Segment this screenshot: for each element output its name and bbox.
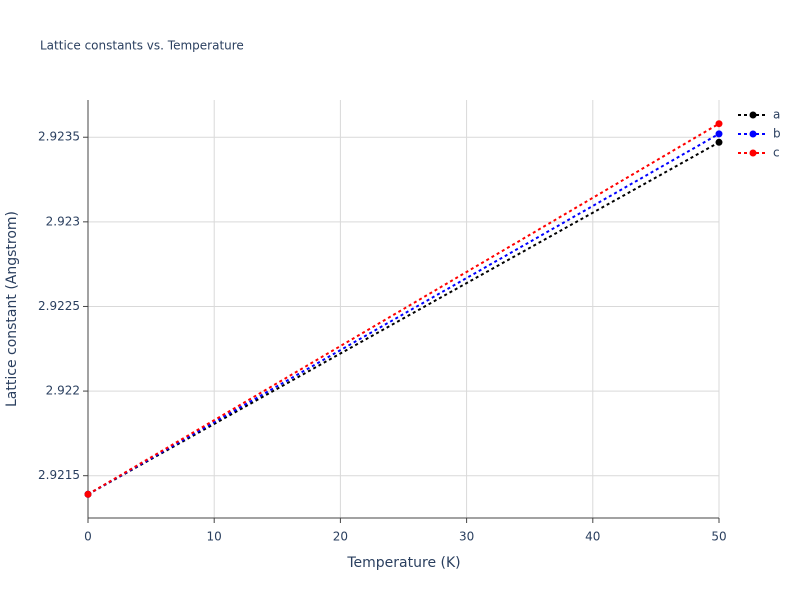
y-tick-label: 2.9225 (38, 299, 80, 313)
chart-title: Lattice constants vs. Temperature (40, 39, 244, 53)
legend-label: b (773, 127, 781, 141)
legend-marker (749, 130, 757, 138)
series-line (87, 141, 720, 496)
y-tick-label: 2.922 (46, 384, 80, 398)
point (715, 138, 723, 146)
x-tick-label: 10 (207, 530, 222, 544)
x-tick-label: 20 (333, 530, 348, 544)
point (84, 490, 92, 498)
x-axis-label: Temperature (K) (346, 555, 460, 571)
y-axis-label: Lattice constant (Angstrom) (4, 211, 20, 407)
x-tick-label: 30 (459, 530, 474, 544)
legend-label: c (773, 146, 780, 160)
y-tick-label: 2.9235 (38, 130, 80, 144)
legend-marker (749, 111, 757, 119)
x-tick-label: 40 (585, 530, 600, 544)
legend-marker (749, 149, 757, 157)
series-line (87, 132, 720, 496)
series-line (87, 122, 720, 496)
x-tick-label: 0 (84, 530, 92, 544)
legend-label: a (773, 108, 780, 122)
point (715, 120, 723, 128)
y-tick-label: 2.923 (46, 214, 80, 228)
x-tick-label: 50 (711, 530, 726, 544)
point (715, 130, 723, 138)
y-tick-label: 2.9215 (38, 468, 80, 482)
